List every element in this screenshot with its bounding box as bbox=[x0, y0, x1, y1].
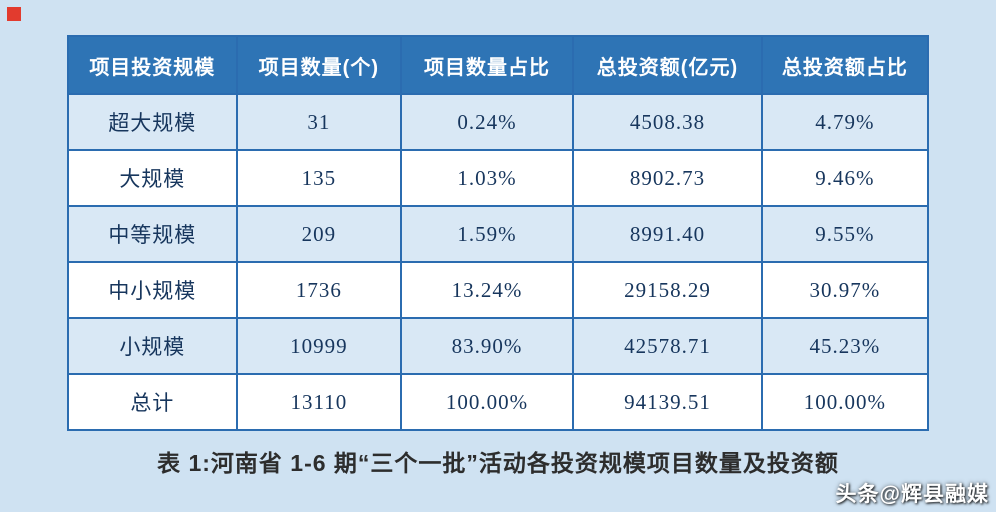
table-cell: 总计 bbox=[67, 373, 238, 431]
table-body: 超大规模 31 0.24% 4508.38 4.79% 大规模 135 1.03% 8902.7… bbox=[67, 93, 930, 431]
table-cell: 31 bbox=[235, 93, 403, 151]
table-header-cell: 项目投资规模 bbox=[67, 35, 238, 95]
table-cell: 135 bbox=[235, 149, 403, 207]
table-cell: 4508.38 bbox=[572, 93, 763, 151]
table-cell: 9.46% bbox=[760, 149, 930, 207]
table-cell: 1.59% bbox=[400, 205, 575, 263]
table-header-cell: 总投资额(亿元) bbox=[572, 35, 763, 95]
table-cell: 42578.71 bbox=[572, 317, 763, 375]
table-cell: 超大规模 bbox=[67, 93, 238, 151]
table-header-row: 项目投资规模 项目数量(个) 项目数量占比 总投资额(亿元) 总投资额占比 bbox=[67, 35, 930, 95]
table-row: 中等规模 209 1.59% 8991.40 9.55% bbox=[67, 205, 930, 263]
table-row: 大规模 135 1.03% 8902.73 9.46% bbox=[67, 149, 930, 207]
table-cell: 13.24% bbox=[400, 261, 575, 319]
table-cell: 8991.40 bbox=[572, 205, 763, 263]
table-cell: 30.97% bbox=[760, 261, 930, 319]
table-cell: 0.24% bbox=[400, 93, 575, 151]
table-cell: 大规模 bbox=[67, 149, 238, 207]
table-header-cell: 项目数量占比 bbox=[400, 35, 575, 95]
table-header: 项目投资规模 项目数量(个) 项目数量占比 总投资额(亿元) 总投资额占比 bbox=[67, 35, 930, 95]
red-corner-mark bbox=[7, 7, 21, 21]
table-cell: 小规模 bbox=[67, 317, 238, 375]
table-cell: 9.55% bbox=[760, 205, 930, 263]
investment-scale-table: 项目投资规模 项目数量(个) 项目数量占比 总投资额(亿元) 总投资额占比 超大规模 31… bbox=[67, 35, 930, 431]
table-row: 中小规模 1736 13.24% 29158.29 30.97% bbox=[67, 261, 930, 319]
table-cell: 4.79% bbox=[760, 93, 930, 151]
table-cell: 100.00% bbox=[400, 373, 575, 431]
table-cell: 29158.29 bbox=[572, 261, 763, 319]
table-header-cell: 总投资额占比 bbox=[761, 35, 930, 95]
table-row: 小规模 10999 83.90% 42578.71 45.23% bbox=[67, 317, 930, 375]
table-cell: 100.00% bbox=[760, 373, 930, 431]
table-header-cell: 项目数量(个) bbox=[236, 35, 403, 95]
table-cell: 1736 bbox=[235, 261, 403, 319]
table-cell: 中小规模 bbox=[67, 261, 238, 319]
table-cell: 45.23% bbox=[760, 317, 930, 375]
table-cell: 13110 bbox=[235, 373, 403, 431]
table-cell: 中等规模 bbox=[67, 205, 238, 263]
table-cell: 94139.51 bbox=[572, 373, 763, 431]
table-row: 超大规模 31 0.24% 4508.38 4.79% bbox=[67, 93, 930, 151]
table-caption: 表 1:河南省 1-6 期“三个一批”活动各投资规模项目数量及投资额 bbox=[157, 450, 839, 476]
table-cell: 83.90% bbox=[400, 317, 575, 375]
table-cell: 8902.73 bbox=[572, 149, 763, 207]
table-cell: 10999 bbox=[235, 317, 403, 375]
table-cell: 1.03% bbox=[400, 149, 575, 207]
table-row: 总计 13110 100.00% 94139.51 100.00% bbox=[67, 373, 930, 431]
watermark: 头条@辉县融媒 bbox=[835, 483, 989, 506]
table-cell: 209 bbox=[235, 205, 403, 263]
